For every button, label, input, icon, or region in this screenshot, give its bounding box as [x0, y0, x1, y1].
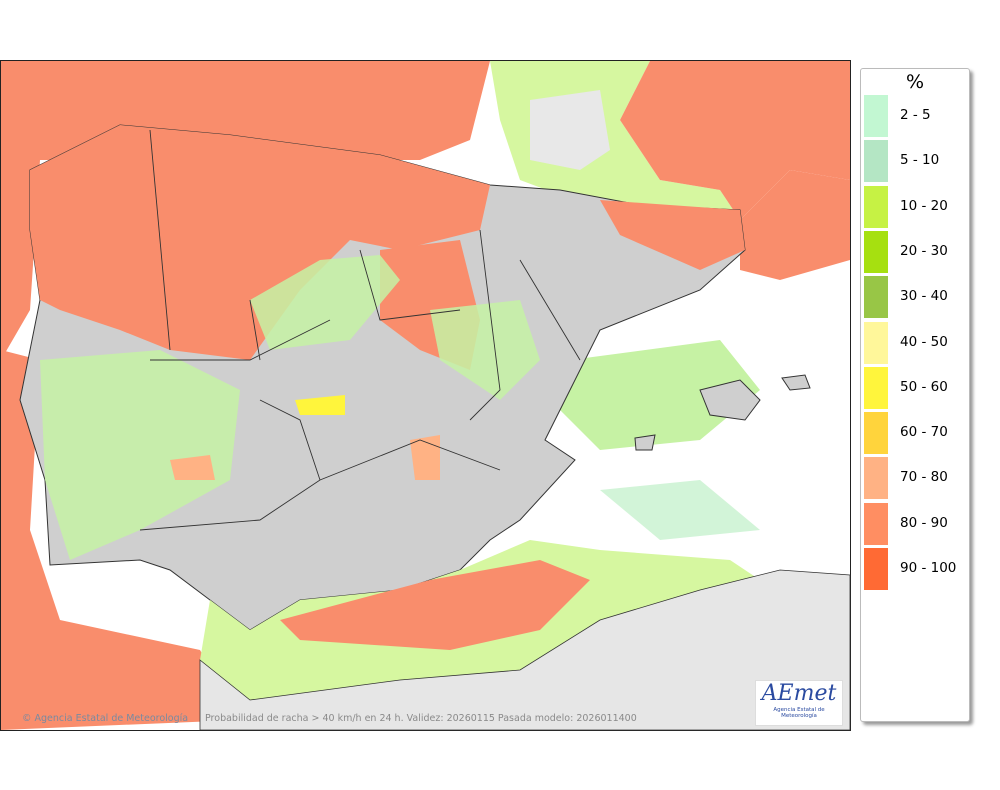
legend: % 2 - 5 5 - 10 10 - 20 20 - 30 30 - 40 40 - 5…	[860, 68, 970, 722]
legend-swatch	[864, 276, 888, 319]
land-peak	[295, 395, 345, 415]
legend-swatch	[864, 366, 888, 409]
france-south	[740, 170, 850, 280]
legend-swatch	[864, 230, 888, 273]
legend-label: 5 - 10	[900, 152, 940, 169]
legend-label: 80 - 90	[900, 514, 948, 531]
legend-label: 2 - 5	[900, 107, 931, 123]
island	[781, 374, 811, 391]
map-caption: Probabilidad de racha > 40 km/h en 24 h.…	[205, 713, 637, 724]
legend-item: 90 - 100	[864, 548, 968, 590]
land-high	[600, 200, 745, 270]
legend-item: 50 - 60	[864, 366, 968, 409]
credit: © Agencia Estatal de Meteorología	[22, 713, 189, 724]
sea-high	[280, 560, 590, 650]
legend-item: 2 - 5	[864, 95, 968, 137]
land-mid	[430, 300, 540, 400]
region-border	[139, 129, 581, 531]
land-high	[30, 125, 490, 360]
legend-label: 90 - 100	[900, 560, 957, 576]
island	[699, 379, 761, 421]
france	[620, 61, 850, 220]
legend-item: 80 - 90	[864, 502, 968, 545]
legend-item: 30 - 40	[864, 276, 968, 319]
legend-item: 60 - 70	[864, 412, 968, 455]
logo: AEmet Agencia Estatal de Meteorología	[755, 680, 843, 726]
legend-swatch	[864, 502, 888, 545]
island	[634, 434, 656, 451]
credit-text: Agencia Estatal de Meteorología	[34, 713, 189, 724]
legend-label: 10 - 20	[900, 197, 948, 214]
legend-title: %	[905, 71, 925, 93]
legend-label: 40 - 50	[900, 333, 948, 350]
sea-high	[1, 350, 240, 730]
sea-mid	[560, 340, 760, 450]
legend-label: 20 - 30	[900, 242, 948, 259]
legend-swatch	[864, 185, 888, 228]
legend-swatch	[864, 321, 888, 364]
land-peak	[170, 455, 215, 480]
legend-swatch	[864, 412, 888, 455]
land-mid	[250, 255, 400, 350]
legend-label: 70 - 80	[900, 469, 948, 486]
legend-label: 50 - 60	[900, 378, 948, 395]
legend-swatch	[864, 140, 888, 183]
legend-swatch	[864, 457, 888, 500]
logo-subtitle: Agencia Estatal de Meteorología	[773, 707, 825, 719]
legend-item: 10 - 20	[864, 185, 968, 228]
legend-item: 20 - 30	[864, 230, 968, 273]
legend-item: 5 - 10	[864, 140, 968, 183]
sea-low	[530, 90, 610, 170]
land-mid	[40, 350, 240, 560]
legend-label: 60 - 70	[900, 424, 948, 441]
africa	[199, 569, 851, 731]
logo-name: AEmet	[761, 681, 837, 706]
legend-item: 40 - 50	[864, 321, 968, 364]
legend-swatch	[864, 95, 888, 137]
land-peak	[410, 435, 440, 480]
legend-item: 70 - 80	[864, 457, 968, 500]
legend-swatch	[864, 548, 888, 590]
map	[0, 60, 851, 731]
sea-low	[600, 480, 760, 540]
legend-label: 30 - 40	[900, 288, 948, 305]
